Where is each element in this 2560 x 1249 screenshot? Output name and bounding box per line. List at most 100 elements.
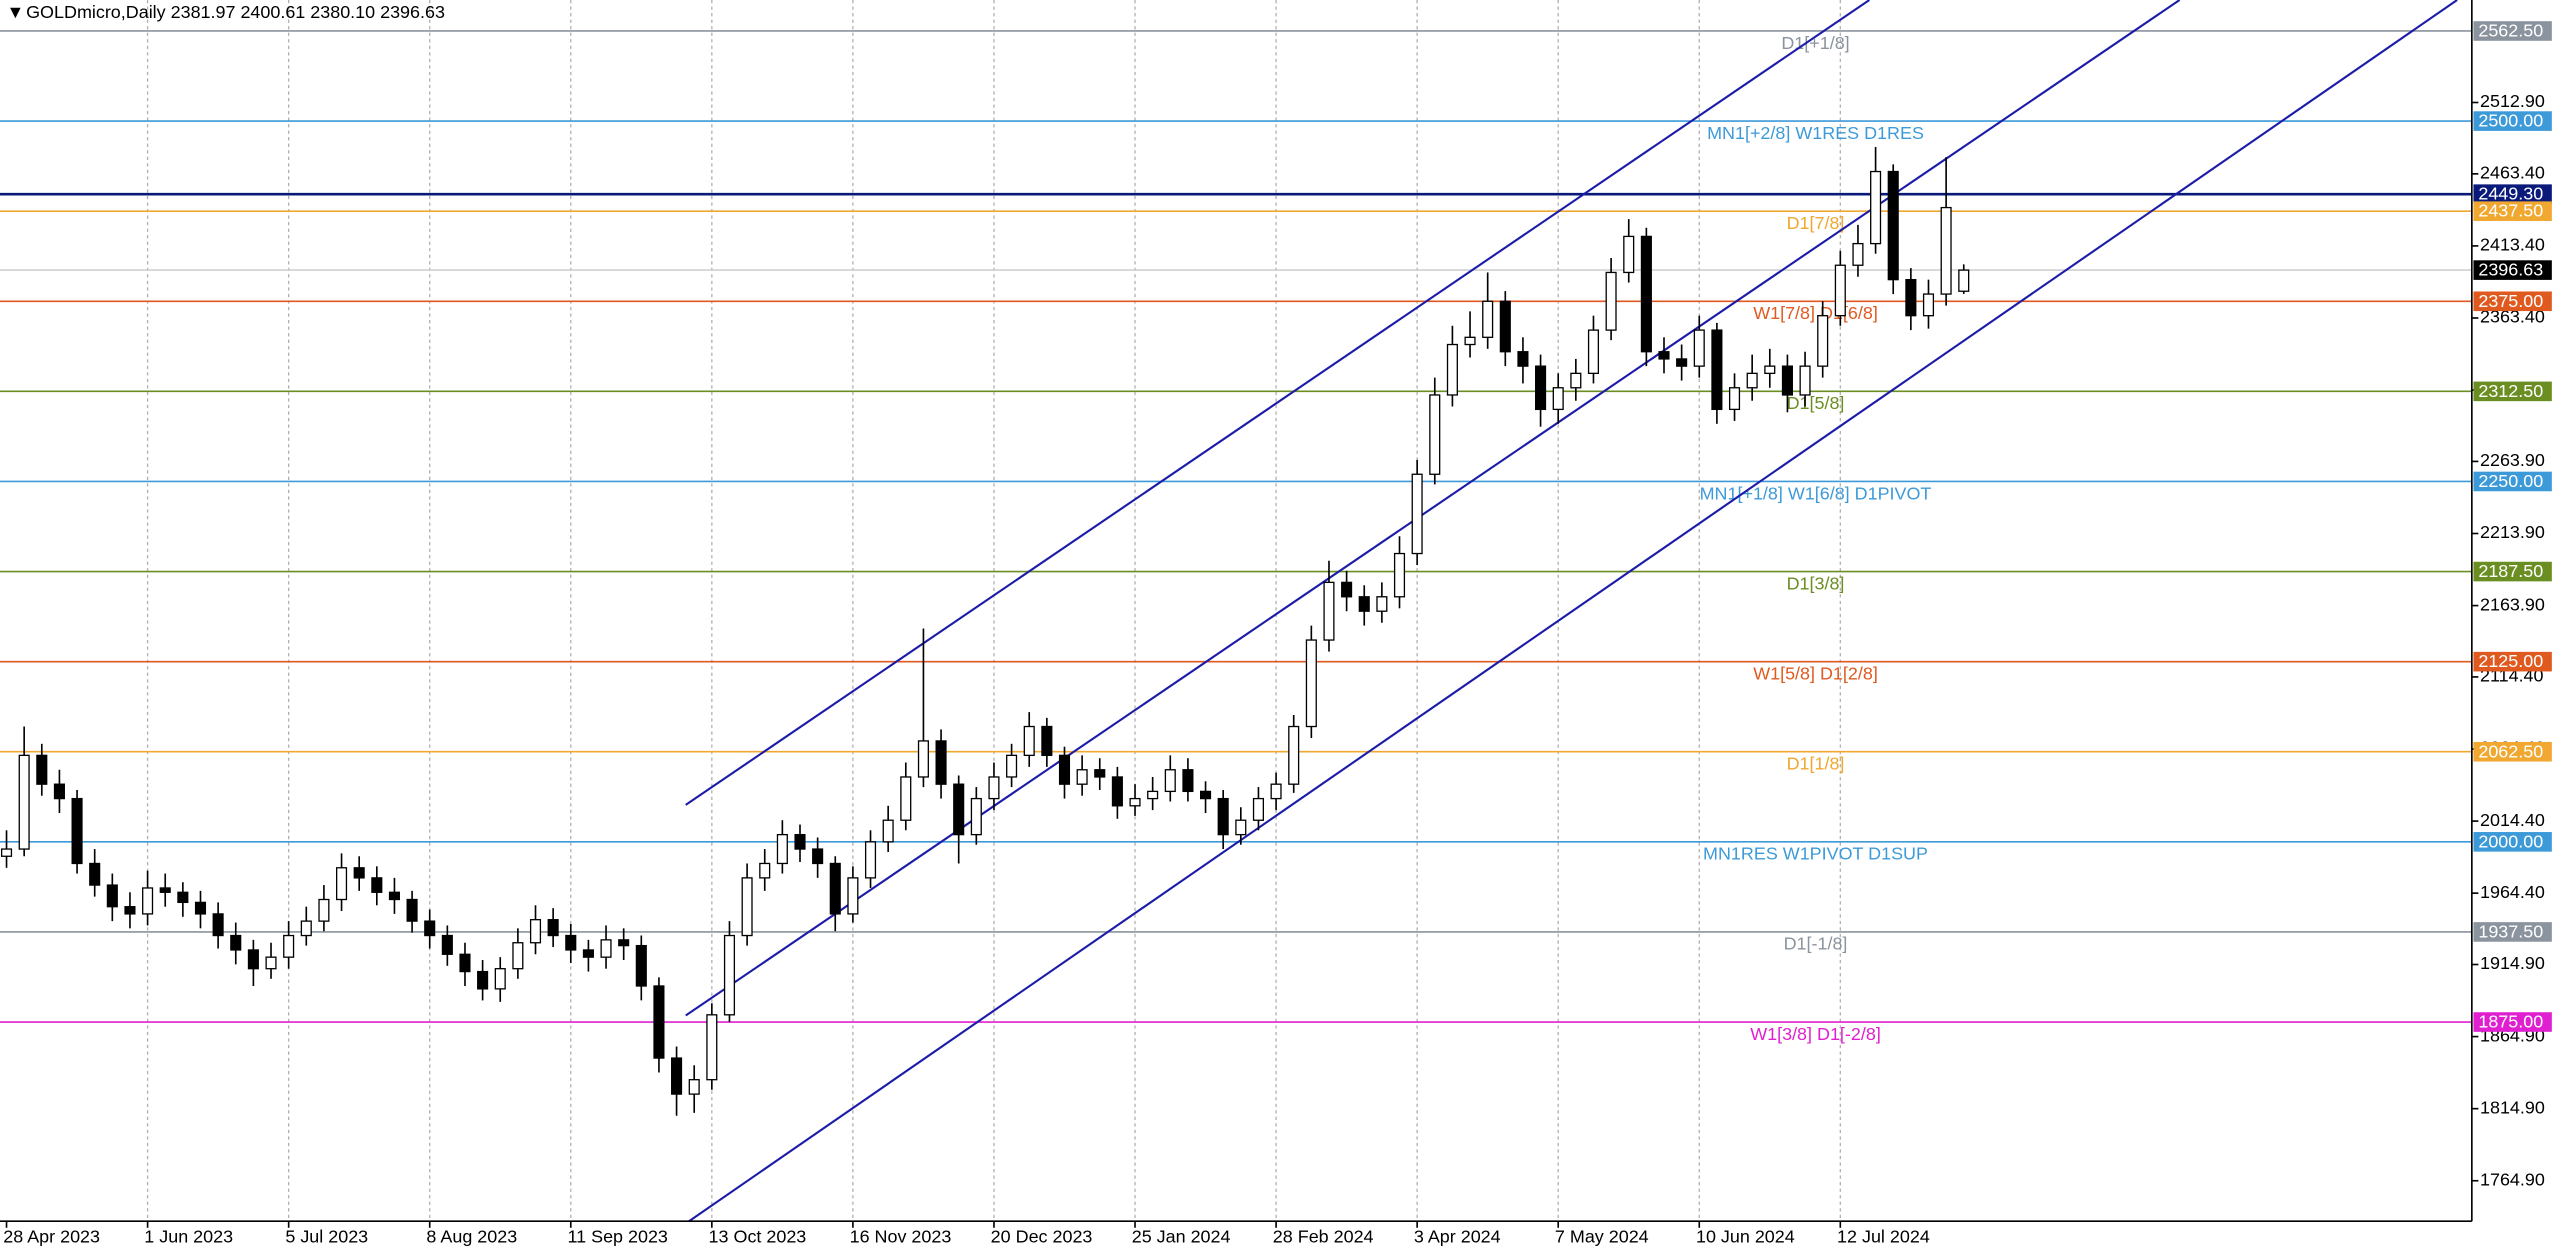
candle-body [1640,235,1652,353]
price-box [2473,21,2552,41]
candle-body [230,934,242,951]
candle-body [459,953,471,973]
candle-body [1200,790,1212,800]
price-box [2473,260,2552,280]
price-box [2473,111,2552,131]
candle-body [53,783,65,800]
menu-arrow[interactable]: ▼ [7,2,25,22]
price-box [2473,1012,2552,1032]
candle-body [177,891,189,904]
price-box-label: 2062.50 [2478,741,2543,761]
price-box [2473,471,2552,492]
candle-body [970,797,982,836]
chart-title: GOLDmicro,Daily 2381.97 2400.61 2380.10 … [26,2,445,22]
candle-body [406,898,418,922]
candle-body [917,740,929,778]
candle-body [582,949,594,958]
candle-body [1940,206,1952,295]
candle-body [776,833,788,865]
candle-body [1799,365,1811,396]
y-tick-label: 2363.40 [2480,307,2545,327]
candle-body [1605,271,1617,331]
candle-body [1658,351,1670,360]
level-name: MN1RES W1PIVOT D1SUP [1703,844,1928,864]
candle-body [1552,387,1564,411]
candle-body [653,985,665,1059]
candle-body [671,1057,683,1095]
channel [685,0,2458,1223]
level-name: D1[3/8] [1787,573,1845,593]
price-box-label: 1875.00 [2478,1012,2543,1032]
candle-body [247,949,259,970]
candle-body [829,862,841,915]
candle-body [300,920,312,937]
candle-body [71,797,83,865]
x-tick-label: 25 Jan 2024 [1132,1226,1231,1246]
channel-upper [685,0,1870,806]
level-name: MN1[+2/8] W1RES D1RES [1707,123,1924,143]
candle-body [565,934,577,951]
price-box-label: 2396.63 [2478,260,2543,280]
candle-body [600,939,612,958]
candle-body [1922,293,1935,317]
y-tick-label: 2413.40 [2480,235,2545,255]
candle-body [935,740,947,785]
candle-body [89,862,101,886]
candle-body [371,877,383,893]
candle-body [1587,329,1600,375]
candle-body [1746,372,1758,389]
candle-body [1482,300,1494,338]
candle-body [1164,769,1176,793]
candle-body [18,754,30,850]
y-tick-label: 2163.90 [2480,594,2545,614]
candle-body [1217,797,1229,836]
candle-body [1182,769,1194,793]
level-name: W1[3/8] D1[-2/8] [1750,1024,1881,1044]
candle-body [441,934,453,955]
price-box [2473,651,2552,672]
level-name: D1[5/8] [1787,393,1845,413]
candle-body [812,848,824,865]
x-tick-label: 28 Apr 2023 [3,1226,100,1246]
candle-body [494,968,506,990]
level-name: W1[7/8] D1[6/8] [1753,303,1878,323]
x-tick-label: 1 Jun 2023 [144,1226,233,1246]
candle-body [794,833,806,850]
candle-body [1041,725,1053,757]
x-tick-label: 8 Aug 2023 [426,1226,517,1246]
level-name: D1[1/8] [1787,754,1845,774]
price-box [2473,832,2552,852]
price-box-label: 2562.50 [2478,21,2543,41]
candle-body [1711,329,1723,411]
price-box [2473,184,2552,204]
x-tick-label: 3 Apr 2024 [1414,1226,1501,1246]
candle-body [353,867,365,879]
candle-body [618,939,630,947]
price-box [2473,291,2552,312]
candle-body [1111,776,1123,807]
channel-lower [688,0,2458,1223]
y-tick-label: 2014.40 [2480,810,2545,830]
candle-body [212,913,224,937]
candle-body [388,891,401,901]
candle-body [0,848,13,857]
x-tick-label: 10 Jun 2024 [1696,1226,1795,1246]
candle-body [1676,358,1688,367]
price-box-label: 2250.00 [2478,471,2543,491]
level-name: W1[5/8] D1[2/8] [1753,663,1878,683]
candle-body [159,887,171,893]
candle-body [283,934,295,958]
candle-body [706,1014,718,1081]
candle-body [547,919,559,937]
x-tick-label: 5 Jul 2023 [285,1226,368,1246]
candles-layer [0,147,1970,1116]
candle-body [864,841,877,879]
candle-body [1535,365,1547,411]
price-box-label: 1937.50 [2478,921,2543,941]
y-tick-label: 2463.40 [2480,163,2545,183]
candle-body [1499,300,1511,353]
candle-body [1006,754,1018,778]
x-tick-label: 7 May 2024 [1555,1226,1649,1246]
